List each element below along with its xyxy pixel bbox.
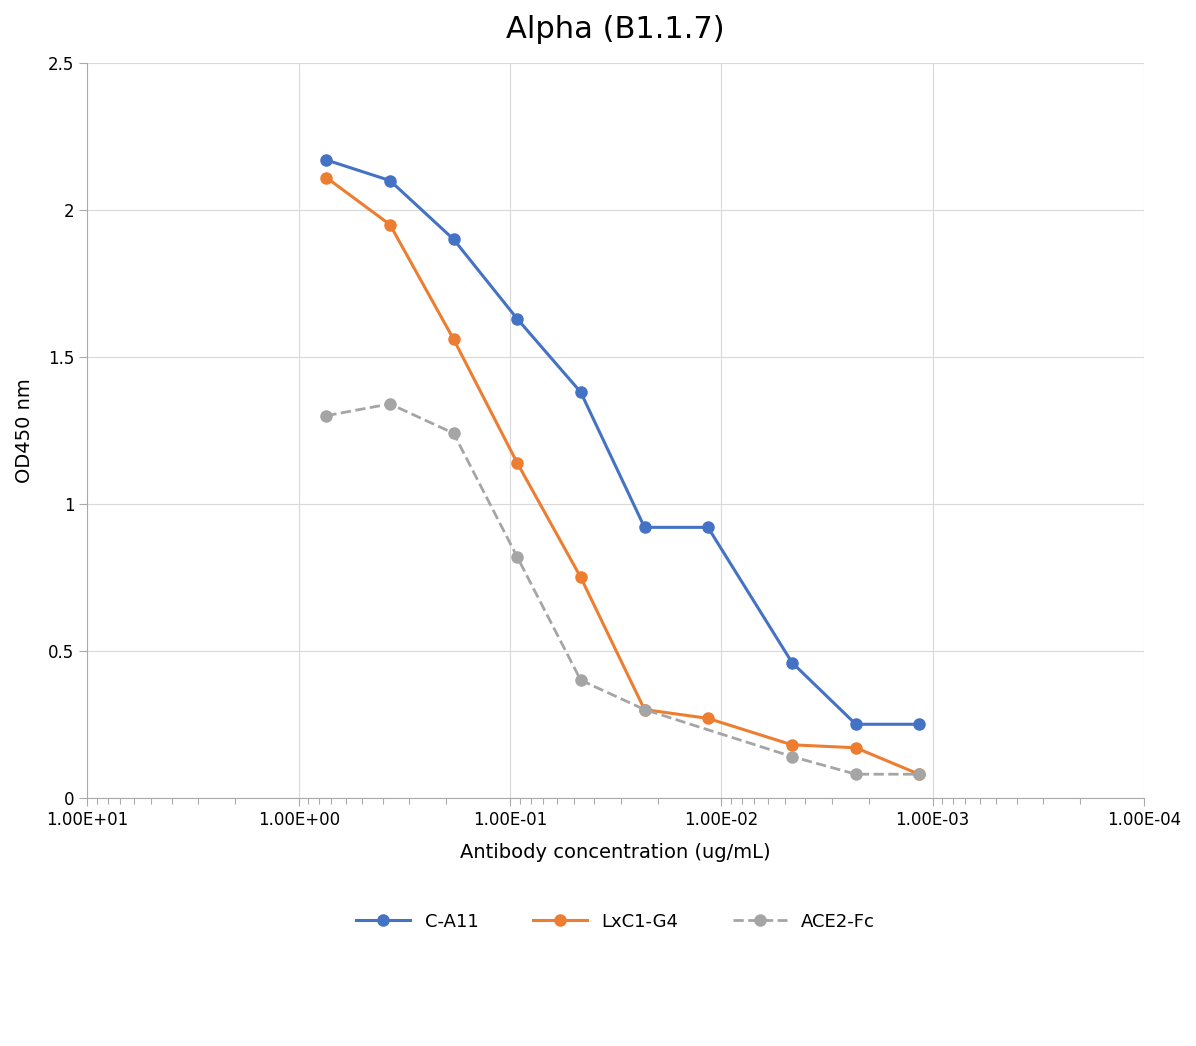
C-A11 bbox=[574, 386, 588, 399]
ACE2-Fc bbox=[849, 768, 864, 780]
X-axis label: Antibody concentration (ug/mL): Antibody concentration (ug/mL) bbox=[460, 843, 771, 862]
ACE2-Fc bbox=[911, 768, 926, 780]
LxC1-G4 bbox=[701, 712, 715, 725]
C-A11 bbox=[701, 521, 715, 533]
C-A11 bbox=[849, 718, 864, 730]
C-A11 bbox=[911, 718, 926, 730]
LxC1-G4 bbox=[785, 738, 799, 751]
ACE2-Fc bbox=[446, 427, 460, 439]
LxC1-G4 bbox=[509, 456, 524, 469]
LxC1-G4 bbox=[383, 219, 397, 231]
Title: Alpha (B1.1.7): Alpha (B1.1.7) bbox=[506, 15, 725, 44]
ACE2-Fc bbox=[509, 550, 524, 563]
Line: C-A11: C-A11 bbox=[321, 155, 925, 730]
LxC1-G4 bbox=[911, 768, 926, 780]
LxC1-G4 bbox=[319, 172, 334, 184]
Line: ACE2-Fc: ACE2-Fc bbox=[321, 399, 925, 779]
C-A11 bbox=[319, 154, 334, 166]
C-A11 bbox=[509, 313, 524, 325]
LxC1-G4 bbox=[637, 703, 652, 715]
ACE2-Fc bbox=[785, 750, 799, 763]
ACE2-Fc bbox=[574, 674, 588, 686]
ACE2-Fc bbox=[319, 409, 334, 422]
Y-axis label: OD450 nm: OD450 nm bbox=[16, 378, 33, 483]
LxC1-G4 bbox=[574, 571, 588, 584]
LxC1-G4 bbox=[849, 742, 864, 754]
ACE2-Fc bbox=[383, 397, 397, 410]
ACE2-Fc bbox=[637, 703, 652, 715]
LxC1-G4 bbox=[446, 333, 460, 345]
C-A11 bbox=[383, 175, 397, 187]
C-A11 bbox=[446, 233, 460, 246]
Legend: C-A11, LxC1-G4, ACE2-Fc: C-A11, LxC1-G4, ACE2-Fc bbox=[338, 895, 893, 950]
C-A11 bbox=[637, 521, 652, 533]
Line: LxC1-G4: LxC1-G4 bbox=[321, 172, 925, 779]
C-A11 bbox=[785, 656, 799, 668]
